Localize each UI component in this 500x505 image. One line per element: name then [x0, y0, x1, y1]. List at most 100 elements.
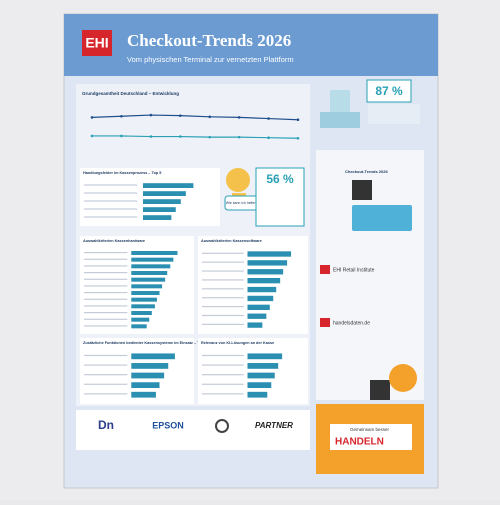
trend-point	[149, 113, 153, 117]
handeln-box	[330, 424, 412, 450]
trend-point	[90, 134, 94, 138]
bar	[131, 291, 160, 295]
terminal-icon	[330, 90, 350, 112]
bar	[131, 257, 174, 262]
label-placeholder	[84, 292, 128, 294]
sidebar-title: Checkout-Trends 2026	[345, 169, 388, 174]
bar	[131, 311, 152, 315]
bar	[131, 317, 150, 322]
label-placeholder	[84, 216, 138, 218]
brand1: EHI Retail Institute	[333, 267, 375, 273]
trend-point	[296, 118, 300, 122]
bar	[131, 297, 157, 302]
bar	[247, 251, 292, 257]
label-placeholder	[84, 272, 128, 274]
bar	[143, 183, 194, 188]
label-placeholder	[84, 184, 138, 186]
label-placeholder	[84, 192, 138, 194]
bar	[131, 382, 160, 388]
panel-title: Auswahlkriterien Kassensoftware	[201, 239, 262, 243]
trend-line	[92, 135, 299, 139]
label-placeholder	[84, 364, 128, 366]
label-placeholder	[202, 288, 244, 290]
qr-code-2	[370, 380, 390, 400]
trend-point	[237, 116, 241, 119]
trend-point	[267, 117, 270, 120]
label-placeholder	[84, 298, 128, 300]
counter-icon	[320, 112, 360, 128]
label-placeholder	[202, 314, 244, 317]
bar	[247, 286, 277, 293]
trend-point	[208, 135, 212, 139]
logo: EHI	[85, 35, 108, 51]
panel-title: Handlungsfelder im Kassenprozess – Top 5	[83, 171, 161, 175]
panel-title: Relevanz von KI-Lösungen an der Kasse	[201, 341, 274, 345]
label-placeholder	[84, 374, 128, 376]
events-badge	[389, 364, 417, 392]
bar	[247, 304, 270, 310]
label-placeholder	[84, 354, 128, 357]
bar	[247, 278, 281, 284]
bar	[131, 304, 155, 309]
label-placeholder	[84, 393, 128, 395]
trend-point	[237, 135, 241, 139]
label-placeholder	[202, 354, 244, 357]
card-image	[352, 205, 412, 231]
trend-point	[120, 114, 123, 118]
trend-point	[120, 134, 123, 138]
brand2-logo	[320, 318, 330, 327]
panel-title: Zusätzliche Funktionen bedienter Kassens…	[83, 341, 207, 345]
label-placeholder	[202, 270, 244, 272]
trend-point	[178, 114, 182, 117]
logo-box	[82, 30, 112, 56]
label-placeholder	[84, 208, 138, 210]
label-placeholder	[202, 374, 244, 376]
panel-title: Auswahlkriterien Kassenhardware	[83, 239, 145, 243]
label-placeholder	[202, 252, 244, 254]
bar	[247, 260, 288, 266]
bar	[247, 372, 275, 379]
label-placeholder	[202, 297, 244, 299]
stat1-box	[366, 79, 412, 103]
label-placeholder	[84, 200, 138, 202]
trend-point	[178, 135, 182, 138]
stat2-value: 56 %	[266, 172, 294, 186]
bar	[131, 363, 169, 369]
bar	[143, 191, 186, 196]
bar	[247, 313, 267, 319]
title: Checkout-Trends 2026	[127, 31, 291, 50]
label-placeholder	[202, 393, 244, 395]
label-placeholder	[202, 261, 244, 263]
label-placeholder	[84, 325, 128, 327]
bar	[131, 271, 168, 275]
bar	[247, 269, 284, 275]
bar	[247, 391, 268, 398]
trend-title: Grundgesamtheit Deutschland – Entwicklun…	[82, 91, 179, 96]
bar	[131, 284, 163, 289]
label-placeholder	[84, 318, 128, 320]
bar	[247, 382, 272, 388]
bar	[247, 363, 279, 369]
trend-point	[208, 115, 212, 119]
brand1-logo	[320, 265, 330, 274]
header-band	[64, 14, 438, 76]
stat1-value: 87 %	[375, 84, 403, 98]
partner-logo-dn: Dn	[98, 418, 114, 432]
bar	[143, 207, 176, 212]
footer-handeln: HANDELN	[335, 437, 384, 448]
label-placeholder	[84, 258, 128, 260]
footer-logo: EPSON	[152, 420, 184, 430]
bar	[131, 372, 165, 379]
qr-code	[352, 180, 372, 200]
bar	[131, 264, 171, 269]
bar	[247, 322, 263, 328]
partner-logo-g	[215, 419, 229, 433]
robot-head	[226, 168, 250, 192]
label-placeholder	[84, 383, 128, 385]
bar	[131, 353, 175, 360]
logo-strip	[76, 410, 310, 450]
bar	[131, 391, 156, 398]
label-placeholder	[84, 252, 128, 254]
trend-point	[296, 136, 300, 140]
